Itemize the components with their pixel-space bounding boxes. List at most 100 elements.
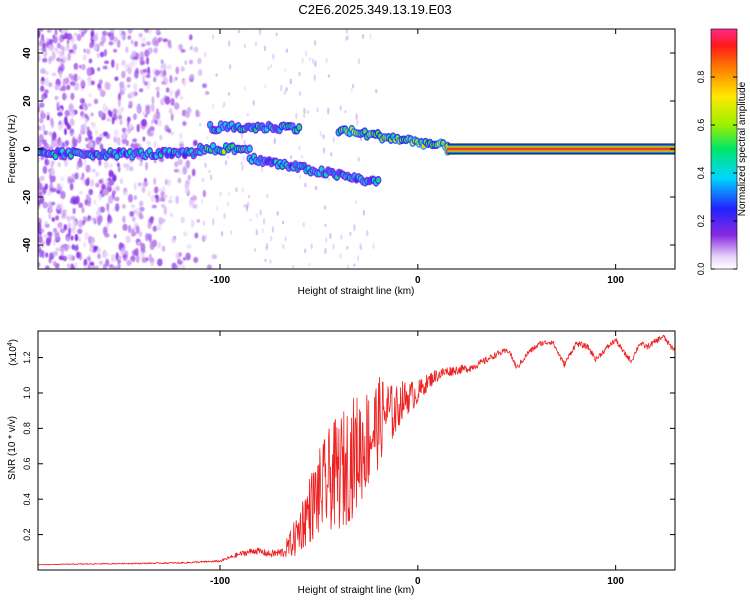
spectrogram-noise-speck xyxy=(141,37,147,43)
spectrogram-noise-speck xyxy=(163,69,167,77)
spectrogram-noise-speck xyxy=(155,111,161,120)
spectrogram-noise-speck xyxy=(138,211,143,219)
spectrogram-noise-speck xyxy=(148,29,152,35)
spectrogram-noise-speck xyxy=(38,46,43,51)
spectrogram-noise-speck xyxy=(80,31,85,38)
spectrogram-noise-speck xyxy=(70,263,75,269)
spectrogram-noise-speck xyxy=(160,190,165,200)
spectrogram-noise-speck xyxy=(153,186,159,194)
spectrogram-noise-speck xyxy=(103,251,109,259)
spectrogram-noise-speck xyxy=(84,231,90,241)
spectrogram-noise-speck xyxy=(161,197,166,202)
spectrogram-noise-speck xyxy=(276,211,279,216)
spectrogram-noise-speck xyxy=(227,191,231,196)
spectrogram-noise-speck xyxy=(63,209,68,215)
spectrogram-noise-speck xyxy=(137,107,141,115)
spectrogram-noise-speck xyxy=(160,59,164,65)
spectrogram-noise-speck xyxy=(39,175,45,181)
spectrogram-noise-speck xyxy=(52,238,56,246)
spectrogram-noise-speck xyxy=(116,162,120,167)
colorbar-tick-label: 0.4 xyxy=(696,167,706,180)
spectrogram-noise-speck xyxy=(46,115,50,121)
spectrogram-noise-speck xyxy=(167,179,172,187)
spectrogram-noise-speck xyxy=(123,191,128,196)
spectrogram-noise-speck xyxy=(121,86,127,93)
spectrogram-noise-speck xyxy=(95,136,101,146)
spectrogram-noise-speck xyxy=(125,235,131,244)
spectrogram-noise-speck xyxy=(289,154,293,160)
spectrogram-noise-speck xyxy=(94,129,99,136)
spectrogram-noise-speck xyxy=(66,84,71,91)
spectrogram-noise-speck xyxy=(282,244,285,250)
spectrogram-blob-core xyxy=(297,124,302,130)
spectrogram-noise-speck xyxy=(150,119,154,125)
spectrogram-noise-speck xyxy=(177,169,182,175)
spectrogram-noise-speck xyxy=(194,232,199,239)
spectrogram-noise-speck xyxy=(132,50,137,58)
spectrogram-noise-speck xyxy=(139,200,144,207)
spectrogram-noise-speck xyxy=(122,223,128,231)
spectrogram-noise-speck xyxy=(224,159,228,166)
spectrogram-noise-speck xyxy=(325,57,328,64)
spectrogram-noise-speck xyxy=(44,265,50,269)
spectrogram-noise-speck xyxy=(174,76,178,81)
spectrogram-noise-speck xyxy=(136,123,140,133)
spectrogram-noise-speck xyxy=(361,33,365,40)
spectrogram-noise-speck xyxy=(133,195,138,201)
spectrogram-noise-speck xyxy=(125,46,129,53)
spectrogram-noise-speck xyxy=(299,174,302,179)
spectrogram-noise-speck xyxy=(46,190,53,196)
colorbar-ticks: 0.0 0.2 0.4 0.6 0.8 xyxy=(696,71,737,275)
spectrogram-noise-speck xyxy=(205,136,209,140)
spectrogram-noise-speck xyxy=(99,41,104,47)
spectrogram-noise-speck xyxy=(73,62,79,70)
spectrogram-noise-speck xyxy=(91,168,96,173)
spectrogram-noise-speck xyxy=(97,247,101,252)
spectrogram-noise-speck xyxy=(223,101,226,107)
spectrogram-noise-speck xyxy=(139,51,145,60)
spectrogram-noise-speck xyxy=(316,107,319,113)
spectrogram-noise-speck xyxy=(42,201,49,209)
spectrogram-noise-speck xyxy=(136,241,141,246)
spectrogram-noise-speck xyxy=(98,193,102,201)
spectrogram-noise-speck xyxy=(66,263,71,269)
spectrogram-noise-speck xyxy=(103,109,110,116)
spectrogram-noise-speck xyxy=(98,179,103,184)
spectrogram-noise-speck xyxy=(175,252,181,260)
spectrogram-noise-speck xyxy=(99,143,104,150)
spectrogram-noise-speck xyxy=(95,210,101,216)
spectrogram-noise-speck xyxy=(141,257,148,264)
spectrogram-noise-speck xyxy=(174,90,179,99)
spectrogram-noise-speck xyxy=(76,251,81,259)
spectrogram-noise-speck xyxy=(56,203,61,211)
snr-y-label: SNR (10 * v/v) xyxy=(7,416,18,480)
spectrogram-noise-speck xyxy=(141,43,146,48)
spectrogram-noise-speck xyxy=(153,177,157,186)
spectrogram-noise-speck xyxy=(44,183,49,190)
spectrogram-noise-speck xyxy=(90,121,96,126)
spectrogram-noise-speck xyxy=(126,84,131,88)
spectrogram-noise-speck xyxy=(327,177,331,182)
spectrogram-noise-speck xyxy=(52,131,57,139)
spectrogram-noise-speck xyxy=(172,262,178,269)
spectrogram-noise-speck xyxy=(66,39,70,44)
spectrogram-noise-speck xyxy=(182,166,188,175)
spectrogram-noise-speck xyxy=(39,228,45,234)
spectrogram-noise-speck xyxy=(38,54,41,62)
spectrogram-noise-speck xyxy=(170,98,175,106)
spectrogram-noise-speck xyxy=(49,117,54,126)
spectrogram-noise-speck xyxy=(88,58,93,64)
spectrogram-noise-speck xyxy=(353,263,356,267)
spectrogram-noise-speck xyxy=(228,63,232,70)
spectrogram-noise-speck xyxy=(152,225,158,232)
spectrogram-noise-speck xyxy=(121,70,126,79)
spectrogram-noise-speck xyxy=(148,237,152,243)
spectrogram-noise-speck xyxy=(70,75,75,81)
spectrogram-noise-speck xyxy=(122,215,126,224)
spectrogram-noise-speck xyxy=(61,85,67,92)
spectrogram-noise-speck xyxy=(38,261,41,268)
spectrogram-noise-speck xyxy=(273,137,277,145)
spectrogram-noise-speck xyxy=(163,194,168,199)
spectrogram-noise-speck xyxy=(153,111,157,121)
spectrogram-noise-speck xyxy=(303,113,306,119)
